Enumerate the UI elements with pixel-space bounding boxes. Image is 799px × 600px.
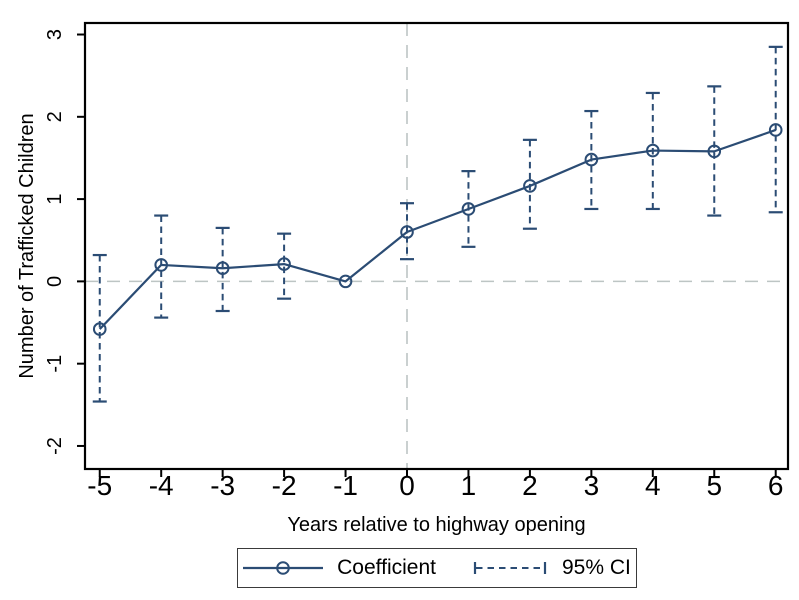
x-tick-label: 5 [706,470,722,501]
x-tick-label: -4 [149,470,174,501]
y-tick-label: 0 [44,276,66,287]
coefficient-marker [154,258,168,272]
x-tick-labels: -5 -4 -3 -2 -1 0 1 2 3 4 5 6 [87,470,783,501]
y-tick-label: -2 [44,437,66,455]
coefficient-marker [215,261,230,276]
ci-whiskers [92,45,783,403]
x-tick-label: -5 [87,470,112,501]
coefficient-marker [400,225,414,239]
ci-whisker-icon [470,559,550,577]
coefficient-markers [92,123,783,336]
y-tick-labels: -2 -1 0 1 2 3 [44,29,66,455]
x-tick-label: 2 [522,470,538,501]
coefficient-marker [338,274,353,289]
coefficient-line-icon [243,559,324,577]
y-tick-label: -1 [44,355,66,373]
x-tick-label: 3 [584,470,600,501]
coefficient-marker [92,322,107,336]
axis-ticks [77,33,777,477]
y-tick-label: 2 [44,111,66,122]
x-tick-label: 1 [461,470,477,501]
legend-coefficient-label: Coefficient [337,556,436,579]
x-tick-label: -3 [210,470,235,501]
x-tick-label: 6 [768,470,784,501]
x-tick-label: -1 [333,470,358,501]
y-tick-label: 3 [44,29,66,40]
legend-ci-label: 95% CI [561,556,631,579]
coefficient-marker [584,152,599,167]
coefficient-marker [707,144,722,159]
zero-reference-lines [85,23,788,469]
x-tick-label: -2 [272,470,297,501]
coefficient-marker [646,143,660,158]
x-tick-label: 0 [399,470,415,501]
coefficient-marker [277,257,291,271]
y-axis-title: Number of Trafficked Children [16,113,38,379]
coefficient-marker [461,202,476,216]
legend: Coefficient 95% CI [237,548,637,588]
x-axis-title: Years relative to highway opening [287,514,586,536]
coefficient-marker [523,179,537,193]
y-tick-label: 1 [44,194,66,205]
frame-rect [83,21,790,471]
plot-frame [83,21,790,471]
x-tick-label: 4 [645,470,661,501]
coefficient-line [98,128,777,330]
coefficient-marker [768,123,783,137]
coefficient-polyline [98,128,777,330]
